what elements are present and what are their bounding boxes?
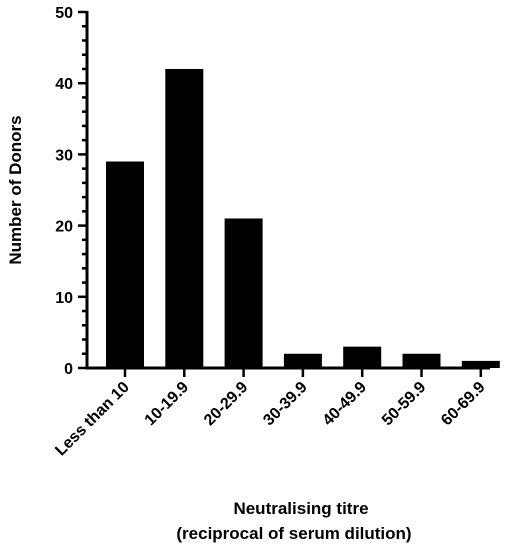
y-ticks-group: 0 10 20 30 40 50 bbox=[55, 5, 87, 378]
x-ticks-group: Less than 10 10-19.9 20-29.9 30-39.9 40-49.9… bbox=[52, 368, 489, 460]
x-tick-label: 50-59.9 bbox=[379, 379, 429, 429]
y-tick-label: 30 bbox=[55, 147, 73, 164]
bar bbox=[402, 353, 441, 368]
x-tick-label: 10-19.9 bbox=[142, 379, 192, 429]
bar bbox=[343, 346, 382, 368]
axes-group bbox=[85, 11, 490, 370]
x-tick-label: 30-39.9 bbox=[260, 379, 310, 429]
x-tick-label: 40-49.9 bbox=[320, 379, 370, 429]
x-axis-title-line1: Neutralising titre bbox=[233, 499, 368, 518]
y-tick-label: 20 bbox=[55, 219, 73, 236]
y-tick-label: 40 bbox=[55, 76, 73, 93]
bar bbox=[106, 161, 144, 368]
bar bbox=[224, 218, 263, 368]
y-axis-title: Number of Donors bbox=[6, 115, 25, 264]
bar bbox=[461, 360, 500, 368]
x-tick-label: 20-29.9 bbox=[201, 379, 251, 429]
y-tick-label: 0 bbox=[64, 361, 73, 378]
x-tick-label: 60-69.9 bbox=[438, 379, 488, 429]
bar bbox=[283, 353, 322, 368]
y-tick-label: 10 bbox=[55, 290, 73, 307]
x-axis-title-line2: (reciprocal of serum dilution) bbox=[176, 524, 411, 543]
bars-group bbox=[106, 68, 500, 369]
y-tick-label: 50 bbox=[55, 5, 73, 22]
x-tick-label: Less than 10 bbox=[52, 379, 133, 460]
bar bbox=[165, 68, 204, 369]
